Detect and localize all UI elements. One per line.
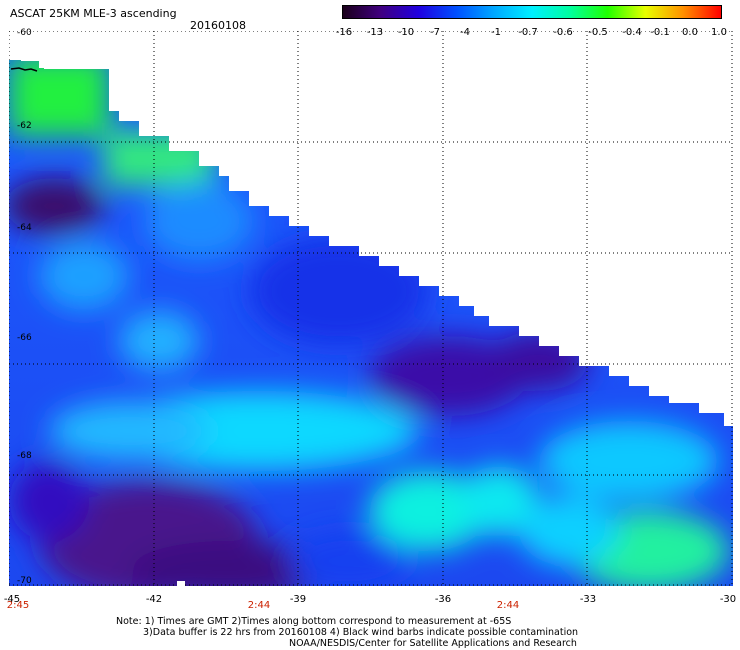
longitude-label: -39 [289,594,307,605]
footnote-line-2: 3)Data buffer is 22 hrs from 20160108 4)… [143,627,579,638]
latitude-label: -66 [17,333,32,343]
color-tick: -13 [366,27,384,38]
color-tick: 1.0 [711,27,727,38]
color-tick: -4 [460,27,470,38]
time-label: 2:45 [6,600,30,611]
color-tick: 0.0 [682,27,698,38]
latitude-label: -70 [17,576,32,586]
longitude-label: -33 [579,594,597,605]
longitude-label: -42 [145,594,163,605]
color-tick: -7 [430,27,440,38]
footnote-line-3: NOAA/NESDIS/Center for Satellite Applica… [289,638,577,649]
footnote-line-1: Note: 1) Times are GMT 2)Times along bot… [116,616,512,627]
color-tick: -0.4 [622,27,642,38]
latitude-label: -60 [17,28,32,38]
color-tick: -16 [335,27,353,38]
color-tick: -1 [491,27,501,38]
color-tick: -0.1 [650,27,670,38]
wind-field-map: -60 -62 -64 -66 -68 -70 [9,28,733,586]
wind-field-raster [9,31,733,586]
time-label: 2:44 [496,600,520,611]
time-label: 2:44 [247,600,271,611]
latitude-label: -68 [17,451,32,461]
color-scale-bar [342,5,722,19]
latitude-label: -62 [17,121,32,131]
color-tick: -0.6 [553,27,573,38]
latitude-label: -64 [17,223,32,233]
color-tick: -10 [397,27,415,38]
longitude-label: -30 [719,594,737,605]
color-tick: -0.5 [588,27,608,38]
product-title: ASCAT 25KM MLE-3 ascending [10,7,177,20]
color-scale-ticks: -16 -13 -10 -7 -4 -1 -0.7 -0.6 -0.5 -0.4… [330,27,734,41]
longitude-label: -36 [434,594,452,605]
longitude-label: -45 [3,594,21,605]
product-date: 20160108 [190,19,246,32]
color-tick: -0.7 [518,27,538,38]
